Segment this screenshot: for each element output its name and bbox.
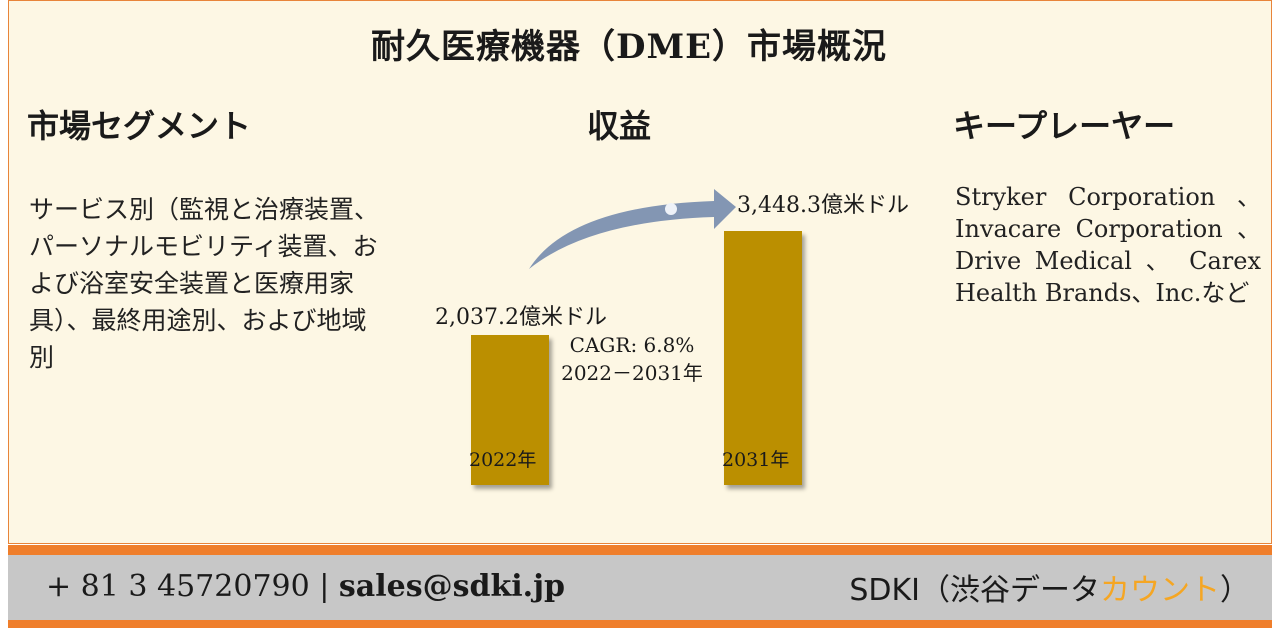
players-text: Stryker Corporation 、Invacare Corporatio…: [955, 183, 1261, 307]
growth-arrow-icon: [529, 189, 736, 269]
contact-separator: |: [319, 569, 330, 604]
brand-prefix: SDKI（渋谷デー: [849, 573, 1070, 608]
footer-stripe-bottom: [8, 620, 1272, 628]
footer-stripe-top: [8, 545, 1272, 555]
bar-category-2022: 2022年: [469, 449, 537, 471]
players-heading: キープレーヤー: [953, 107, 1176, 145]
email-link[interactable]: sales@sdki.jp: [338, 569, 565, 604]
page-title: 耐久医療機器（DME）市場概況: [370, 27, 888, 67]
bar-value-2022: 2,037.2億米ドル: [435, 304, 607, 330]
cagr-period: 2022－2031年: [561, 361, 703, 385]
brand-accent: カウント: [1100, 573, 1220, 608]
revenue-heading: 収益: [587, 107, 652, 145]
phone-number: + 81 3 45720790: [46, 569, 310, 604]
cagr-value: CAGR: 6.8%: [569, 333, 695, 357]
bar-2022: [471, 334, 549, 485]
bar-category-2031: 2031年: [722, 449, 790, 471]
cagr-annotation: CAGR: 6.8% 2022－2031年: [557, 331, 707, 387]
overview-panel: 耐久医療機器（DME）市場概況 市場セグメント 収益 キープレーヤー サービス別…: [8, 0, 1272, 544]
segment-heading: 市場セグメント: [27, 107, 252, 145]
footer-bar: + 81 3 45720790 | sales@sdki.jp SDKI（渋谷デ…: [8, 555, 1272, 620]
brand-name: SDKI（渋谷データカウント）: [849, 565, 1250, 609]
contact-info: + 81 3 45720790 | sales@sdki.jp: [46, 569, 565, 604]
brand-mid: タ: [1070, 573, 1100, 608]
brand-suffix: ）: [1220, 573, 1250, 608]
segment-text: サービス別（監視と治療装置、パーソナルモビリティ装置、および浴室安全装置と医療用…: [29, 195, 380, 372]
bar-2031: [724, 231, 802, 485]
bar-value-2031: 3,448.3億米ドル: [737, 193, 909, 218]
